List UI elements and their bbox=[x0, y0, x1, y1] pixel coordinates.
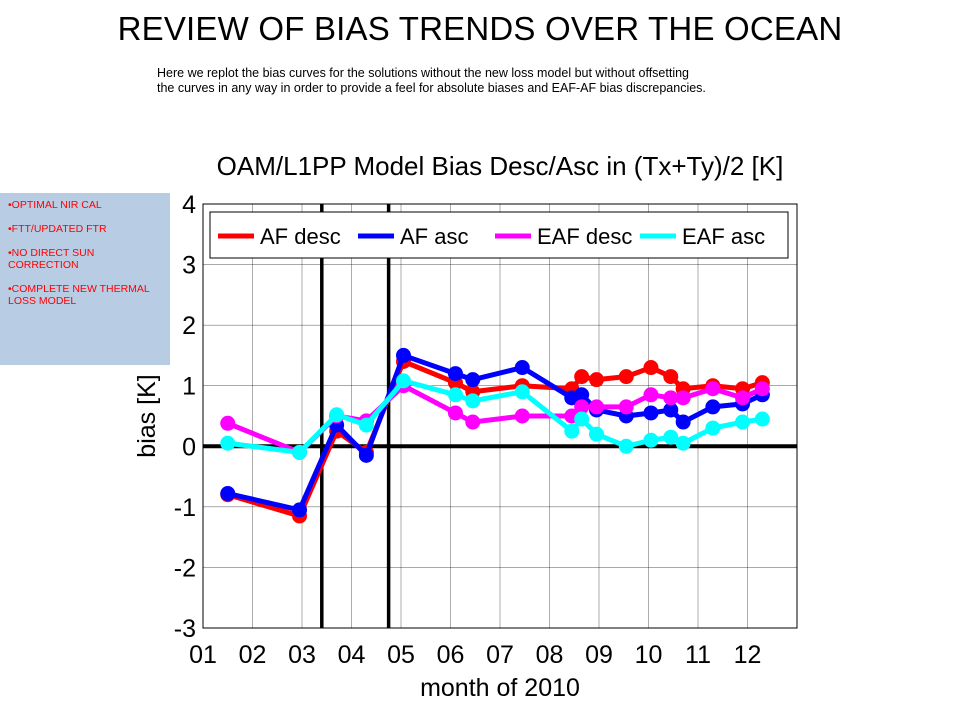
data-point bbox=[574, 399, 590, 415]
x-tick-label: 02 bbox=[239, 641, 267, 669]
chart-title: OAM/L1PP Model Bias Desc/Asc in (Tx+Ty)/… bbox=[217, 151, 784, 181]
data-point bbox=[395, 347, 411, 363]
y-tick-label: 4 bbox=[182, 191, 196, 219]
data-point bbox=[589, 399, 605, 415]
x-axis-label: month of 2010 bbox=[420, 674, 580, 702]
data-point bbox=[675, 435, 691, 451]
x-tick-label: 12 bbox=[734, 641, 762, 669]
note-no-direct-sun: •NO DIRECT SUN CORRECTION bbox=[8, 247, 95, 271]
data-point bbox=[514, 408, 530, 424]
data-point bbox=[358, 417, 374, 433]
data-point bbox=[447, 405, 463, 421]
data-point bbox=[705, 399, 721, 415]
data-point bbox=[735, 414, 751, 430]
data-point bbox=[675, 390, 691, 406]
series-af-asc bbox=[220, 347, 770, 518]
data-point bbox=[395, 373, 411, 389]
legend-label: EAF desc bbox=[537, 224, 632, 249]
note-thermal-loss-model: •COMPLETE NEW THERMAL LOSS MODEL bbox=[8, 283, 150, 307]
data-point bbox=[329, 407, 345, 423]
data-point bbox=[514, 384, 530, 400]
data-point bbox=[643, 432, 659, 448]
x-tick-label: 10 bbox=[635, 641, 663, 669]
data-point bbox=[618, 438, 634, 454]
note-ftt-updated-ftr: •FTT/UPDATED FTR bbox=[8, 223, 107, 235]
legend-label: AF asc bbox=[400, 224, 468, 249]
subtitle-line-2: the curves in any way in order to provid… bbox=[157, 81, 706, 95]
y-axis-label: bias [K] bbox=[133, 374, 161, 457]
y-tick-label: 3 bbox=[182, 252, 196, 280]
data-point bbox=[705, 420, 721, 436]
data-point bbox=[447, 387, 463, 403]
data-point bbox=[643, 405, 659, 421]
data-point bbox=[465, 372, 481, 388]
data-point bbox=[754, 381, 770, 397]
series-eaf-asc bbox=[220, 373, 770, 460]
data-point bbox=[618, 399, 634, 415]
x-tick-label: 07 bbox=[486, 641, 514, 669]
y-tick-label: 0 bbox=[182, 433, 196, 461]
x-tick-label: 01 bbox=[189, 641, 217, 669]
x-tick-label: 11 bbox=[685, 641, 711, 669]
data-point bbox=[618, 369, 634, 385]
note-optimal-nir-cal: •OPTIMAL NIR CAL bbox=[8, 199, 102, 211]
x-tick-label: 06 bbox=[437, 641, 465, 669]
x-tick-label: 08 bbox=[536, 641, 564, 669]
data-point bbox=[465, 414, 481, 430]
y-tick-label: -3 bbox=[174, 615, 196, 643]
y-tick-label: 2 bbox=[182, 312, 196, 340]
x-tick-label: 05 bbox=[387, 641, 415, 669]
data-point bbox=[675, 414, 691, 430]
data-point bbox=[564, 423, 580, 439]
data-point bbox=[220, 415, 236, 431]
x-tick-label: 03 bbox=[288, 641, 316, 669]
subtitle-line-1: Here we replot the bias curves for the s… bbox=[157, 66, 690, 80]
config-notes-panel: •OPTIMAL NIR CAL •FTT/UPDATED FTR •NO DI… bbox=[0, 193, 170, 365]
data-point bbox=[643, 360, 659, 376]
legend: AF desc AF asc EAF desc EAF asc bbox=[209, 211, 789, 259]
data-point bbox=[589, 372, 605, 388]
data-point bbox=[663, 402, 679, 418]
data-point bbox=[754, 411, 770, 427]
x-tick-label: 04 bbox=[338, 641, 366, 669]
data-point bbox=[589, 426, 605, 442]
legend-label: AF desc bbox=[260, 224, 341, 249]
data-point bbox=[220, 486, 236, 502]
data-point bbox=[465, 393, 481, 409]
x-tick-label: 09 bbox=[585, 641, 613, 669]
data-point bbox=[292, 444, 308, 460]
slide-title: REVIEW OF BIAS TRENDS OVER THE OCEAN bbox=[117, 10, 843, 47]
y-tick-label: 1 bbox=[182, 373, 196, 401]
data-point bbox=[574, 369, 590, 385]
y-tick-label: -2 bbox=[174, 554, 196, 582]
data-point bbox=[514, 360, 530, 376]
slide-subtitle: Here we replot the bias curves for the s… bbox=[157, 66, 857, 96]
data-point bbox=[663, 390, 679, 406]
data-point bbox=[705, 381, 721, 397]
data-point bbox=[663, 429, 679, 445]
data-point bbox=[447, 366, 463, 382]
y-tick-label: -1 bbox=[174, 494, 196, 522]
data-point bbox=[574, 387, 590, 403]
data-point bbox=[358, 447, 374, 463]
data-point bbox=[643, 387, 659, 403]
data-point bbox=[735, 390, 751, 406]
data-point bbox=[663, 369, 679, 385]
data-point bbox=[220, 435, 236, 451]
data-point bbox=[292, 502, 308, 518]
legend-label: EAF asc bbox=[682, 224, 765, 249]
data-point bbox=[574, 411, 590, 427]
